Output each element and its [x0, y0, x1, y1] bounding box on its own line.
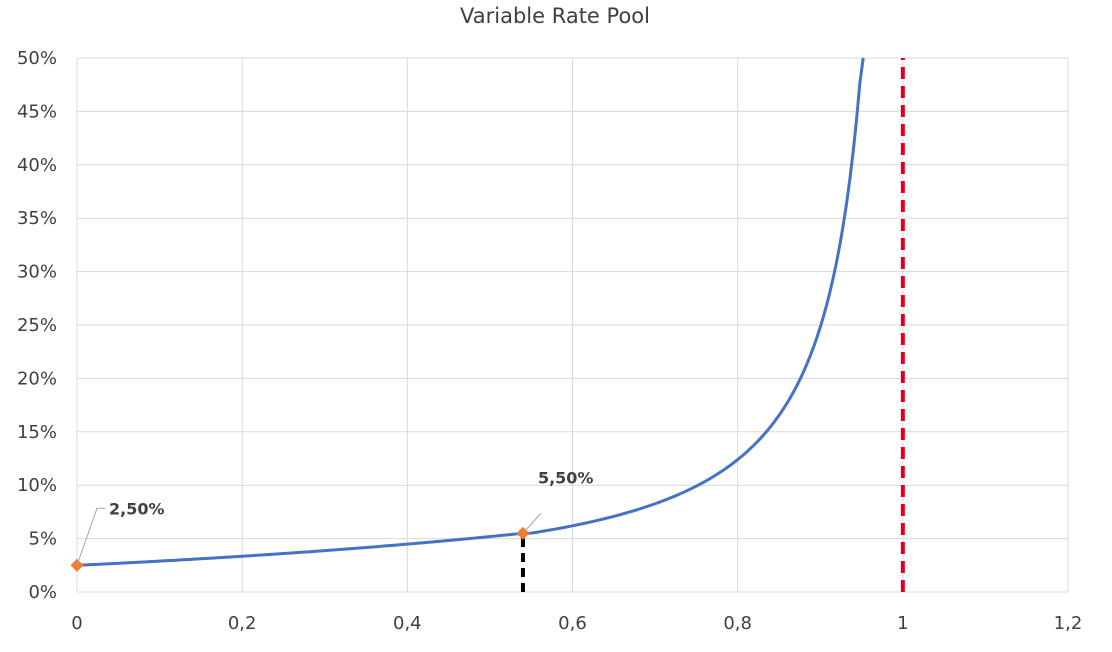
data-label-leader — [76, 507, 105, 566]
data-points: 2,50% 5,50% — [70, 468, 594, 572]
data-label: 2,50% — [109, 499, 165, 518]
y-tick-label: 15% — [17, 422, 57, 443]
rate-curve — [76, 57, 865, 567]
y-tick-label: 20% — [17, 368, 57, 389]
reference-lines — [520, 58, 905, 592]
y-tick-label: 10% — [17, 475, 57, 496]
grid — [76, 57, 1069, 593]
x-tick-label: 0,2 — [228, 613, 257, 634]
y-axis-ticks: 0% 5% 10% 15% 20% 25% 30% 35% 40% 45% 50% — [17, 48, 57, 603]
x-tick-label: 1,2 — [1054, 613, 1083, 634]
series-layer — [76, 57, 865, 567]
x-tick-label: 0,6 — [558, 613, 587, 634]
y-tick-label: 35% — [17, 208, 57, 229]
data-label: 5,50% — [538, 468, 594, 487]
y-tick-label: 5% — [28, 529, 57, 550]
x-tick-label: 0,8 — [723, 613, 752, 634]
y-tick-label: 25% — [17, 315, 57, 336]
x-tick-label: 0 — [71, 613, 82, 634]
data-label-leader — [522, 512, 542, 534]
x-tick-label: 0,4 — [393, 613, 422, 634]
x-tick-label: 1 — [897, 613, 908, 634]
y-tick-label: 0% — [28, 582, 57, 603]
y-tick-label: 50% — [17, 48, 57, 69]
y-tick-label: 30% — [17, 262, 57, 283]
chart-title: Variable Rate Pool — [460, 4, 650, 28]
y-tick-label: 45% — [17, 101, 57, 122]
y-tick-label: 40% — [17, 155, 57, 176]
x-axis-ticks: 0 0,2 0,4 0,6 0,8 1 1,2 — [71, 613, 1082, 634]
